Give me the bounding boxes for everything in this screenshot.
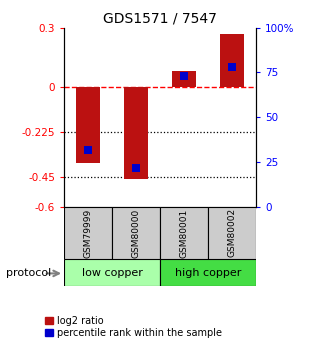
Text: GSM80000: GSM80000	[132, 208, 140, 257]
Text: GSM80001: GSM80001	[180, 208, 188, 257]
Point	[85, 147, 91, 152]
Bar	[64, 259, 160, 286]
Point	[229, 64, 235, 70]
Bar	[160, 207, 208, 259]
Bar	[160, 259, 256, 286]
Bar	[208, 207, 256, 259]
Point	[181, 73, 187, 79]
Bar	[220, 33, 244, 87]
Bar	[64, 207, 112, 259]
Text: low copper: low copper	[82, 268, 142, 277]
Point	[133, 165, 139, 170]
Legend: log2 ratio, percentile rank within the sample: log2 ratio, percentile rank within the s…	[43, 314, 224, 340]
Text: high copper: high copper	[175, 268, 241, 277]
Bar	[124, 87, 148, 179]
Bar	[76, 87, 100, 163]
Bar	[112, 207, 160, 259]
Bar	[172, 71, 196, 87]
Text: GSM79999: GSM79999	[84, 208, 92, 257]
Title: GDS1571 / 7547: GDS1571 / 7547	[103, 11, 217, 25]
Text: protocol: protocol	[6, 268, 52, 277]
Text: GSM80002: GSM80002	[228, 208, 236, 257]
